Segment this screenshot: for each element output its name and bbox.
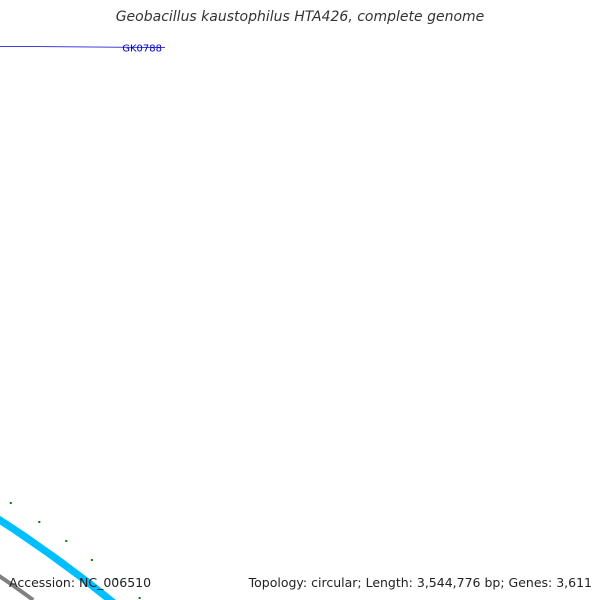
gene-labels-layer: GK0788GK0789argCargJGK0792argDGK0794	[0, 44, 166, 55]
gene-label-GK0788[interactable]: GK0788	[122, 44, 162, 55]
cds-block-plus	[0, 515, 117, 600]
gc-dot-outer	[138, 597, 141, 599]
genome-summary-text: Topology: circular; Length: 3,544,776 bp…	[248, 575, 592, 590]
gc-dot-outer	[90, 559, 93, 561]
gc-dot-outer	[38, 521, 41, 523]
accession-text: Accession: NC_006510	[9, 575, 152, 590]
backbone-line	[0, 574, 35, 600]
gc-dots-layer	[9, 502, 141, 599]
gc-dot-outer	[115, 578, 118, 580]
gene-label-leader	[0, 45, 166, 48]
cds-layer	[0, 515, 117, 600]
gc-dot-outer	[9, 502, 12, 504]
gc-dot-outer	[65, 540, 68, 542]
map-title: Geobacillus kaustophilus HTA426, complet…	[115, 9, 485, 25]
backbone-layer	[0, 574, 35, 600]
